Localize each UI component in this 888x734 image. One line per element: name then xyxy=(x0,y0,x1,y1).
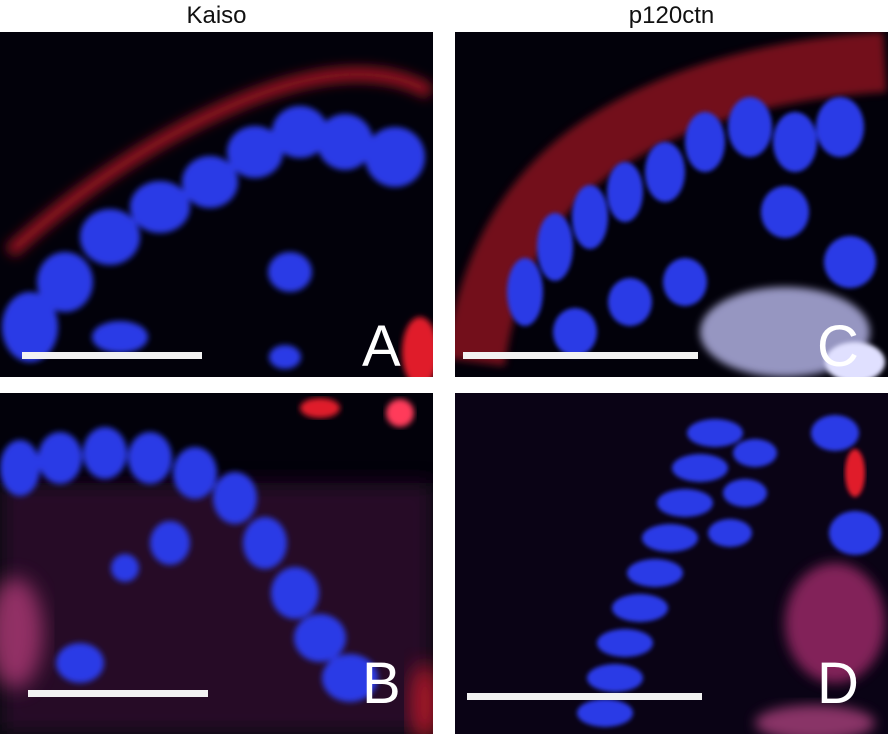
panel-letter-a: A xyxy=(362,314,401,377)
column-header-p120ctn: p120ctn xyxy=(628,2,715,29)
micrograph-d-image xyxy=(455,393,888,734)
panel-letter-c: C xyxy=(817,314,859,377)
micrograph-panel-c: C xyxy=(455,32,888,377)
micrograph-panel-d: D xyxy=(455,393,888,734)
scale-bar xyxy=(467,693,702,700)
micrograph-c-image xyxy=(455,32,887,377)
scale-bar xyxy=(22,352,202,359)
panel-letter-b: B xyxy=(362,651,401,716)
scale-bar xyxy=(28,690,208,697)
panel-letter-d: D xyxy=(817,651,859,716)
column-header-kaiso: Kaiso xyxy=(186,2,247,29)
micrograph-a-image xyxy=(2,67,433,377)
micrograph-panel-b: B xyxy=(0,393,433,734)
scale-bar xyxy=(463,352,698,359)
micrograph-panel-a: A xyxy=(0,32,433,377)
